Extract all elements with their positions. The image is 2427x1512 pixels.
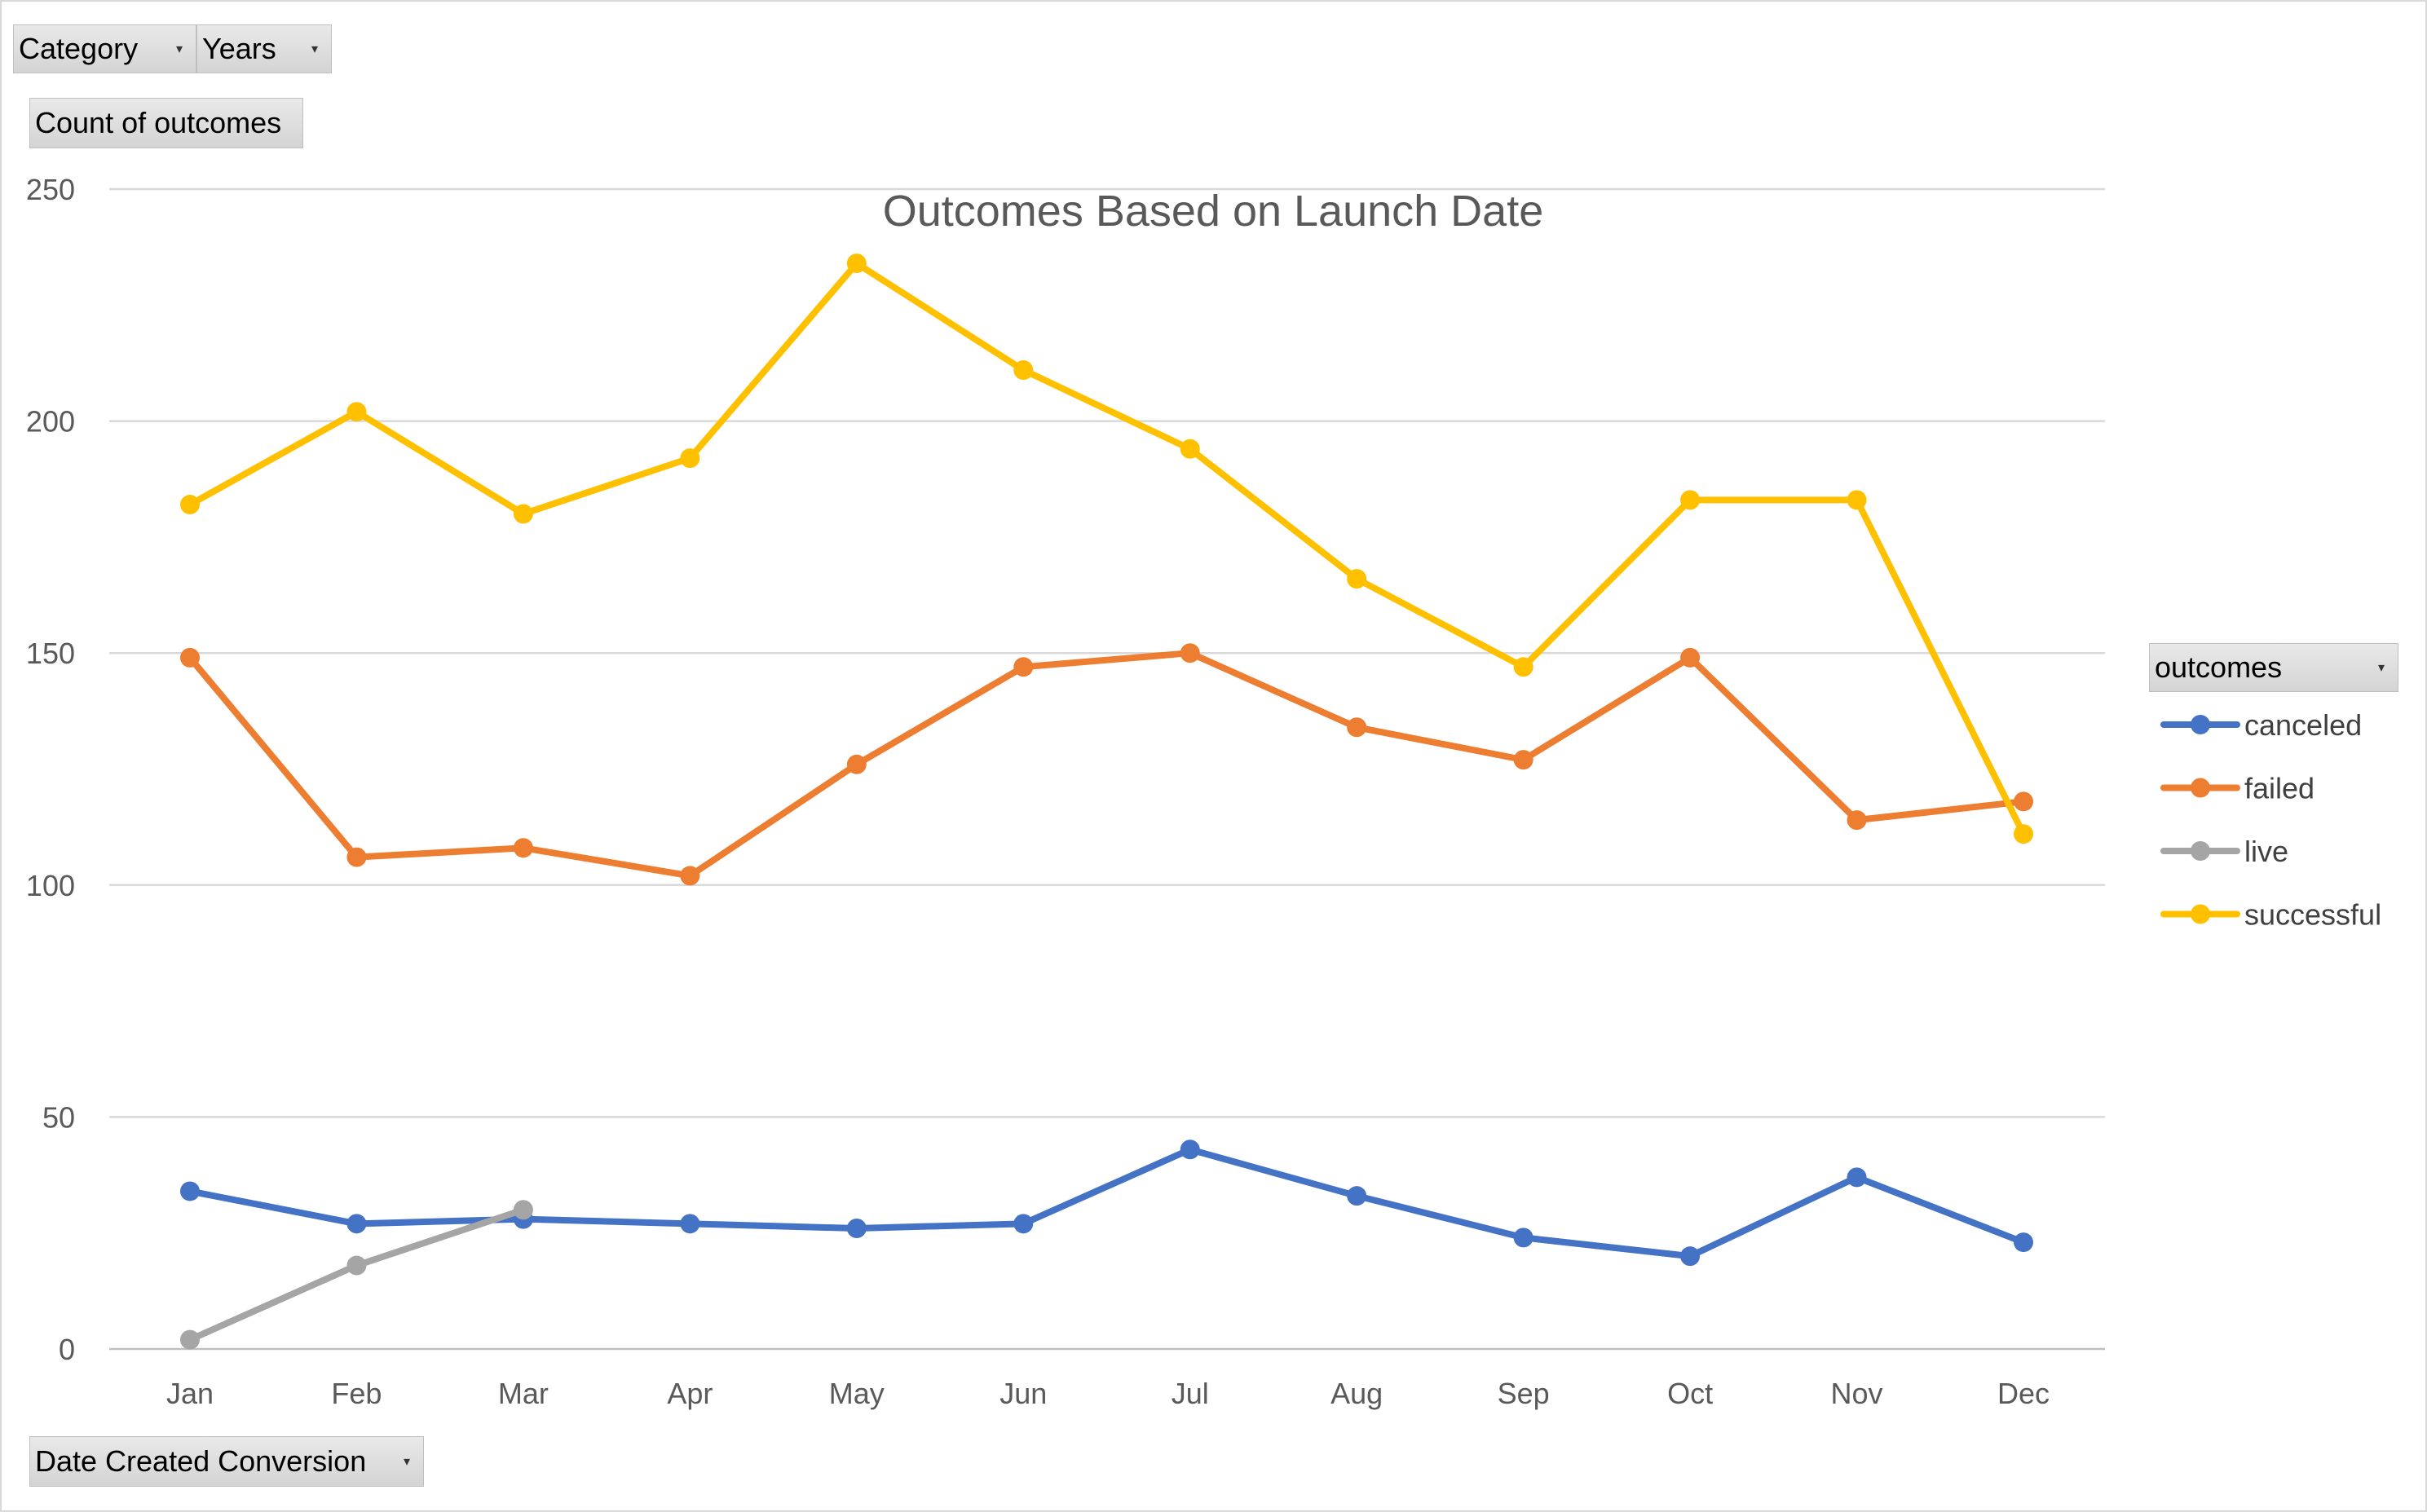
data-point-canceled: [1680, 1246, 1701, 1267]
data-point-failed: [1680, 647, 1701, 668]
series-line-canceled: [187, 1146, 2027, 1260]
legend-label-canceled: canceled: [2244, 708, 2362, 742]
legend-field-button[interactable]: outcomes ▾: [2149, 643, 2398, 692]
values-field-label: Count of outcomes: [35, 106, 282, 139]
data-point-successful: [2014, 824, 2033, 844]
x-tick-label: Feb: [331, 1377, 382, 1410]
x-tick-label: Sep: [1498, 1377, 1550, 1410]
data-point-failed: [1847, 810, 1867, 831]
y-tick-label: 0: [59, 1333, 75, 1366]
x-tick-label: Jun: [999, 1377, 1047, 1410]
data-point-failed: [846, 754, 867, 774]
data-point-live: [180, 1329, 200, 1350]
x-tick-label: Aug: [1330, 1377, 1383, 1410]
x-axis: Jan Feb Mar Apr May Jun Jul Aug Sep Oct Nov Dec: [166, 1377, 2050, 1410]
series-line-failed: [187, 650, 2027, 879]
data-point-failed: [180, 647, 200, 668]
legend-marker-failed: [2191, 778, 2210, 798]
data-point-canceled: [1013, 1214, 1034, 1234]
y-tick-label: 250: [26, 173, 75, 206]
data-point-failed: [346, 847, 367, 867]
legend-label-live: live: [2244, 835, 2288, 868]
x-tick-label: Mar: [498, 1377, 549, 1410]
chart-title: Outcomes Based on Launch Date: [883, 187, 1544, 236]
legend-marker-canceled: [2191, 715, 2210, 734]
data-point-canceled: [1847, 1167, 1867, 1188]
x-tick-label: Jul: [1172, 1377, 1209, 1410]
data-point-canceled: [180, 1181, 200, 1201]
data-point-live: [513, 1200, 533, 1220]
legend-field-label: outcomes: [2155, 650, 2283, 684]
category-filter-label: Category: [19, 32, 139, 65]
x-tick-label: Jan: [166, 1377, 214, 1410]
category-filter-button[interactable]: Category ▾: [13, 24, 196, 73]
x-tick-label: Apr: [667, 1377, 713, 1410]
x-tick-label: Dec: [1997, 1377, 2050, 1410]
y-tick-label: 100: [26, 869, 75, 902]
y-tick-label: 200: [26, 405, 75, 439]
data-point-live: [346, 1255, 367, 1276]
x-tick-label: May: [829, 1377, 885, 1410]
data-point-canceled: [2014, 1232, 2033, 1253]
data-point-successful: [1513, 657, 1533, 677]
data-point-successful: [680, 448, 700, 469]
legend-label-successful: successful: [2244, 898, 2381, 932]
series: [180, 253, 2033, 1350]
axis-field-button[interactable]: Date Created Conversion ▾: [29, 1436, 424, 1487]
legend-item-live[interactable]: live: [2160, 835, 2288, 868]
series-line-successful: [187, 260, 2027, 838]
data-point-successful: [1013, 359, 1034, 380]
legend-marker-live: [2191, 841, 2210, 861]
data-point-successful: [1347, 569, 1367, 589]
data-point-canceled: [1513, 1228, 1533, 1248]
legend-item-successful[interactable]: successful: [2160, 898, 2381, 932]
dropdown-arrow-icon: ▾: [175, 42, 183, 56]
data-point-successful: [1680, 490, 1701, 510]
data-point-successful: [1847, 490, 1867, 510]
data-point-failed: [680, 866, 700, 886]
y-axis: 0 50 100 150 200 250: [26, 173, 75, 1366]
series-successful: [180, 253, 2033, 844]
gridlines: [109, 187, 2105, 1351]
values-field-button[interactable]: Count of outcomes: [29, 98, 303, 148]
data-point-failed: [2014, 791, 2033, 812]
data-point-canceled: [1180, 1140, 1200, 1160]
data-point-canceled: [346, 1214, 367, 1234]
data-point-failed: [1347, 717, 1367, 738]
dropdown-arrow-icon: ▾: [403, 1455, 410, 1469]
dropdown-arrow-icon: ▾: [2377, 661, 2385, 675]
data-point-successful: [1180, 439, 1200, 459]
series-failed: [180, 643, 2033, 886]
data-point-successful: [346, 402, 367, 422]
data-point-successful: [846, 253, 867, 274]
data-point-successful: [513, 504, 533, 524]
legend-item-canceled[interactable]: canceled: [2160, 708, 2362, 742]
data-point-failed: [1180, 643, 1200, 663]
years-filter-button[interactable]: Years ▾: [196, 24, 332, 73]
x-tick-label: Oct: [1667, 1377, 1713, 1410]
legend-label-failed: failed: [2244, 772, 2314, 805]
data-point-failed: [1513, 750, 1533, 770]
y-tick-label: 150: [26, 637, 75, 670]
data-point-failed: [513, 838, 533, 858]
series-canceled: [180, 1140, 2033, 1267]
data-point-successful: [180, 495, 200, 515]
years-filter-label: Years: [202, 32, 276, 65]
dropdown-arrow-icon: ▾: [311, 42, 318, 56]
y-tick-label: 50: [42, 1100, 75, 1134]
series-live: [180, 1200, 533, 1350]
legend-marker-successful: [2191, 904, 2210, 924]
legend-item-failed[interactable]: failed: [2160, 772, 2314, 805]
axis-field-label: Date Created Conversion: [35, 1444, 367, 1478]
data-point-canceled: [680, 1214, 700, 1234]
x-tick-label: Nov: [1831, 1377, 1883, 1410]
data-point-failed: [1013, 657, 1034, 677]
data-point-canceled: [1347, 1186, 1367, 1206]
data-point-canceled: [846, 1219, 867, 1239]
legend: canceled failed live successful: [2160, 708, 2381, 932]
